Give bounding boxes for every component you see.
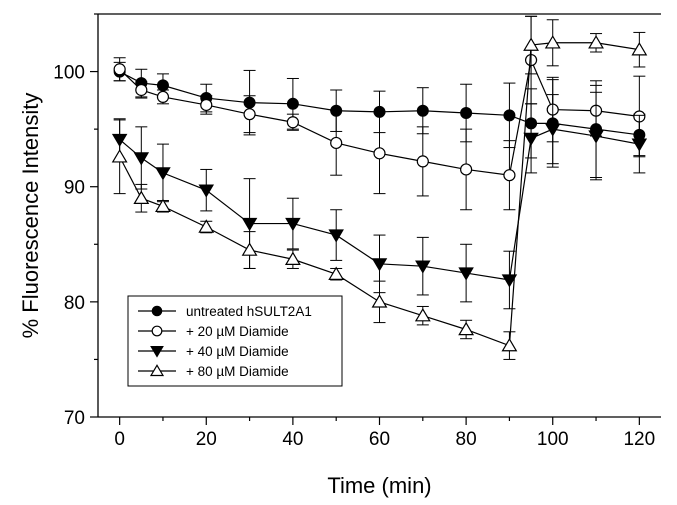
data-point [133, 190, 150, 204]
legend-label: untreated hSULT2A1 [186, 304, 312, 319]
data-point [416, 104, 429, 117]
y-tick-label: 90 [64, 178, 85, 199]
x-tick-label: 40 [282, 429, 303, 450]
y-tick-label: 100 [53, 63, 85, 84]
data-point [113, 63, 126, 76]
legend-label: + 80 µM Diamide [186, 364, 289, 379]
tick-labels: 0 20 40 60 80 100 120 70 80 90 100 [53, 63, 655, 450]
data-point [243, 108, 256, 121]
legend-marker [151, 305, 163, 317]
data-point [328, 229, 344, 243]
legend-entry: + 20 µM Diamide [138, 324, 289, 339]
x-axis-title: Time (min) [327, 473, 431, 498]
data-point [200, 98, 213, 112]
legend-marker [149, 364, 165, 377]
data-point [328, 266, 345, 280]
series-layer [111, 15, 648, 360]
data-point [415, 260, 431, 274]
x-tick-label: 0 [114, 429, 125, 450]
data-point [544, 123, 561, 137]
series-2 [113, 15, 646, 211]
y-axis-title: % Fluorescence Intensity [18, 93, 43, 339]
data-point [371, 294, 388, 308]
legend-label: + 40 µM Diamide [186, 344, 289, 359]
data-point [523, 132, 539, 146]
data-point [284, 251, 301, 266]
x-tick-label: 20 [196, 429, 217, 450]
data-point [523, 37, 540, 51]
data-point [414, 307, 431, 322]
data-point [503, 169, 516, 182]
data-point [458, 321, 475, 336]
data-point [133, 152, 150, 166]
y-tick-label: 70 [64, 408, 85, 429]
data-point [155, 167, 171, 181]
axes [90, 13, 661, 425]
data-point [371, 258, 388, 272]
data-point [111, 149, 128, 163]
data-point [588, 130, 604, 144]
data-point [286, 97, 299, 110]
legend-label: + 20 µM Diamide [186, 324, 289, 339]
data-point [156, 79, 169, 92]
data-point [631, 41, 648, 56]
data-point [373, 147, 386, 160]
data-point [416, 155, 429, 168]
data-point [198, 219, 215, 233]
data-point [460, 107, 473, 120]
data-point [286, 116, 299, 129]
data-point [155, 198, 171, 213]
series-4 [111, 15, 648, 360]
data-point [631, 138, 648, 152]
data-point [458, 267, 474, 281]
data-point [501, 274, 518, 288]
legend-marker [151, 325, 163, 337]
legend-entry: untreated hSULT2A1 [138, 304, 312, 319]
x-tick-label: 120 [623, 429, 655, 450]
data-point [503, 109, 516, 122]
data-point [241, 242, 258, 256]
x-tick-label: 80 [456, 429, 477, 450]
x-tick-label: 100 [537, 429, 569, 450]
data-point [588, 35, 604, 49]
data-point [544, 35, 561, 49]
data-point [198, 184, 215, 198]
data-point [330, 136, 343, 150]
legend-marker [150, 346, 164, 358]
data-point [241, 217, 258, 232]
data-point [285, 217, 301, 232]
data-point [460, 163, 473, 176]
data-point [156, 90, 170, 104]
data-point [135, 83, 148, 97]
x-tick-label: 60 [369, 429, 390, 450]
legend-entry: + 40 µM Diamide [138, 344, 289, 359]
data-point [501, 337, 518, 352]
legend-entry: + 80 µM Diamide [138, 364, 289, 379]
y-tick-label: 80 [64, 293, 85, 314]
legend: untreated hSULT2A1 + 20 µM Diamide + 40 µM… [127, 295, 343, 387]
